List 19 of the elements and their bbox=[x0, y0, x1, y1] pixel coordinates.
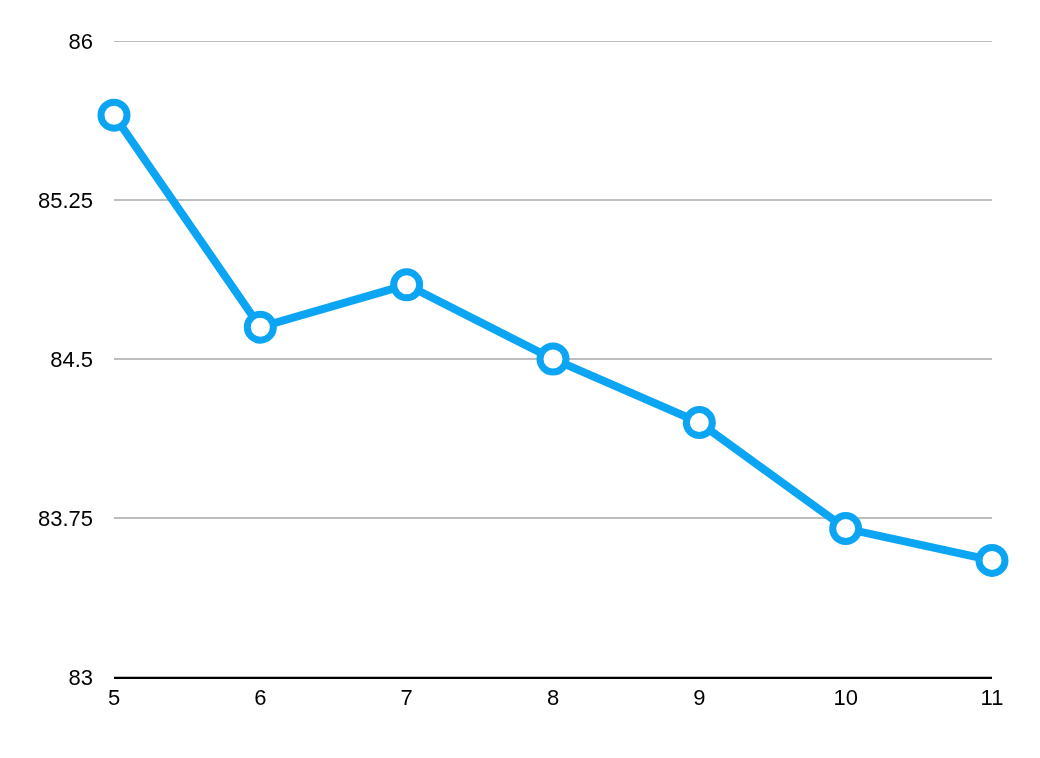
x-tick-label: 6 bbox=[254, 685, 267, 711]
x-tick-label: 10 bbox=[833, 685, 858, 711]
point bbox=[829, 512, 863, 546]
x-tick-label: 11 bbox=[980, 685, 1004, 711]
y-tick-label: 86 bbox=[68, 28, 93, 54]
x-tick-label: 9 bbox=[693, 685, 706, 711]
y-tick-label: 83 bbox=[68, 664, 93, 690]
point bbox=[975, 543, 1009, 577]
point bbox=[390, 268, 424, 302]
point bbox=[682, 406, 716, 440]
point bbox=[243, 310, 277, 344]
point bbox=[97, 98, 131, 132]
y-tick-label: 83.75 bbox=[37, 505, 93, 531]
x-tick-label: 7 bbox=[400, 685, 413, 711]
y-tick-label: 84.5 bbox=[50, 346, 93, 372]
y-tick-label: 85.25 bbox=[37, 187, 93, 213]
x-tick-label: 5 bbox=[107, 685, 121, 711]
point bbox=[536, 342, 570, 376]
x-tick-label: 8 bbox=[546, 685, 560, 711]
